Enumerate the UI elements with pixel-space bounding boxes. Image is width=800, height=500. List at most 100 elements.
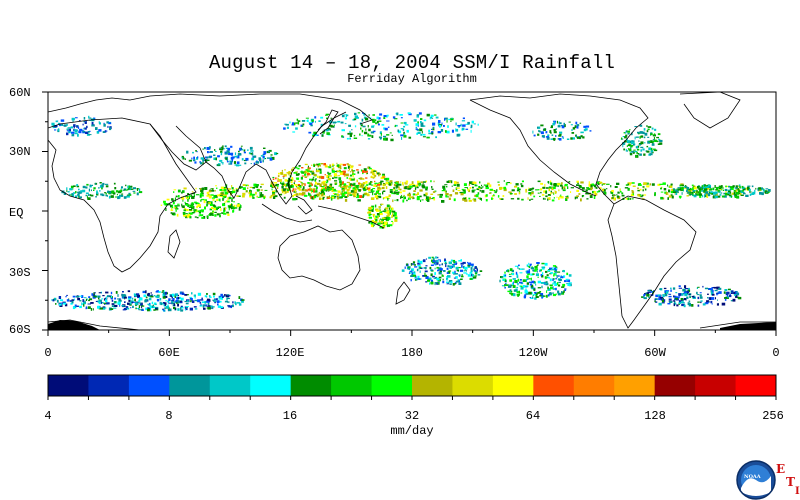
rain-pixel — [76, 125, 78, 127]
rain-pixel — [706, 195, 709, 198]
rain-pixel — [230, 152, 234, 156]
rain-pixel — [540, 182, 543, 185]
rain-pixel — [420, 122, 424, 126]
rain-pixel — [633, 151, 635, 154]
rain-pixel — [437, 256, 439, 259]
rain-pixel — [207, 151, 209, 154]
rain-pixel — [544, 282, 548, 284]
rain-pixel — [161, 291, 163, 293]
rain-pixel — [231, 206, 235, 209]
lon-label-60w: 60W — [644, 346, 666, 360]
rain-pixel — [163, 290, 165, 293]
rain-pixel — [651, 143, 655, 146]
rain-pixel — [555, 267, 558, 270]
rain-pixel — [322, 186, 325, 188]
rain-pixel — [555, 287, 557, 291]
rain-pixel — [688, 188, 691, 191]
rain-pixel — [333, 124, 335, 127]
rain-pixel — [626, 145, 628, 147]
rain-pixel — [292, 188, 295, 191]
rain-pixel — [693, 185, 695, 187]
rain-pixel — [223, 213, 227, 215]
rain-pixel — [180, 305, 183, 308]
rain-pixel — [413, 272, 416, 275]
rain-pixel — [244, 162, 247, 165]
rain-pixel — [660, 298, 663, 301]
rain-pixel — [640, 146, 644, 149]
rain-pixel — [214, 190, 216, 192]
rain-pixel — [178, 195, 180, 198]
rain-pixel — [668, 295, 672, 298]
rain-pixel — [371, 209, 374, 212]
rain-pixel — [384, 221, 388, 225]
rain-pixel — [390, 138, 394, 142]
rain-pixel — [546, 276, 549, 278]
rain-pixel — [326, 117, 329, 120]
rain-pixel — [717, 299, 718, 301]
rain-pixel — [307, 192, 310, 194]
rain-pixel — [520, 292, 523, 294]
rain-pixel — [241, 299, 245, 301]
rain-pixel — [63, 124, 67, 127]
rain-pixel — [703, 188, 708, 191]
rain-pixel — [372, 114, 375, 116]
rain-pixel — [688, 191, 690, 194]
rain-pixel — [550, 182, 552, 185]
rain-pixel — [380, 220, 384, 224]
rain-pixel — [352, 189, 355, 191]
rain-pixel — [120, 195, 124, 197]
rain-pixel — [127, 290, 131, 293]
rain-pixel — [635, 155, 638, 158]
rain-pixel — [412, 193, 415, 196]
rain-pixel — [547, 181, 549, 183]
rain-pixel — [180, 306, 184, 309]
rain-pixel — [122, 309, 126, 311]
rain-pixel — [491, 195, 494, 197]
rain-pixel — [374, 193, 377, 195]
rain-pixel — [314, 194, 317, 197]
rain-pixel — [452, 283, 455, 286]
rain-pixel — [192, 159, 196, 162]
rain-pixel — [367, 166, 371, 169]
rain-pixel — [274, 152, 278, 156]
rain-pixel — [321, 187, 325, 190]
rain-pixel — [510, 292, 514, 295]
rain-pixel — [364, 185, 367, 187]
rain-pixel — [52, 125, 55, 129]
rain-pixel — [531, 187, 535, 190]
rain-pixel — [419, 189, 423, 192]
rain-pixel — [212, 199, 215, 201]
rain-pixel — [339, 172, 344, 175]
rain-pixel — [570, 187, 574, 189]
rain-pixel — [66, 190, 68, 192]
rain-pixel — [190, 300, 192, 303]
rain-pixel — [286, 126, 289, 129]
rain-pixel — [409, 185, 413, 188]
rain-pixel — [309, 178, 312, 181]
rain-pixel — [371, 169, 374, 172]
rain-pixel — [671, 195, 674, 199]
rain-pixel — [148, 297, 152, 301]
rain-pixel — [448, 280, 453, 283]
rain-pixel — [441, 263, 443, 266]
rain-pixel — [458, 125, 460, 128]
rain-pixel — [536, 270, 538, 273]
rain-pixel — [446, 267, 449, 270]
rain-pixel — [370, 213, 372, 216]
rain-pixel — [191, 300, 195, 303]
rain-pixel — [602, 189, 604, 192]
rain-pixel — [298, 185, 302, 187]
rain-pixel — [528, 265, 531, 268]
rain-pixel — [658, 138, 660, 141]
rain-pixel — [749, 188, 751, 192]
rain-pixel — [320, 123, 323, 126]
rain-pixel — [262, 156, 265, 159]
rain-pixel — [580, 131, 584, 134]
rain-pixel — [749, 191, 752, 193]
rain-pixel — [610, 185, 612, 188]
rain-pixel — [516, 273, 519, 277]
rain-pixel — [398, 188, 400, 190]
rain-pixel — [145, 307, 148, 311]
rain-pixel — [350, 171, 352, 173]
rain-pixel — [412, 185, 416, 187]
